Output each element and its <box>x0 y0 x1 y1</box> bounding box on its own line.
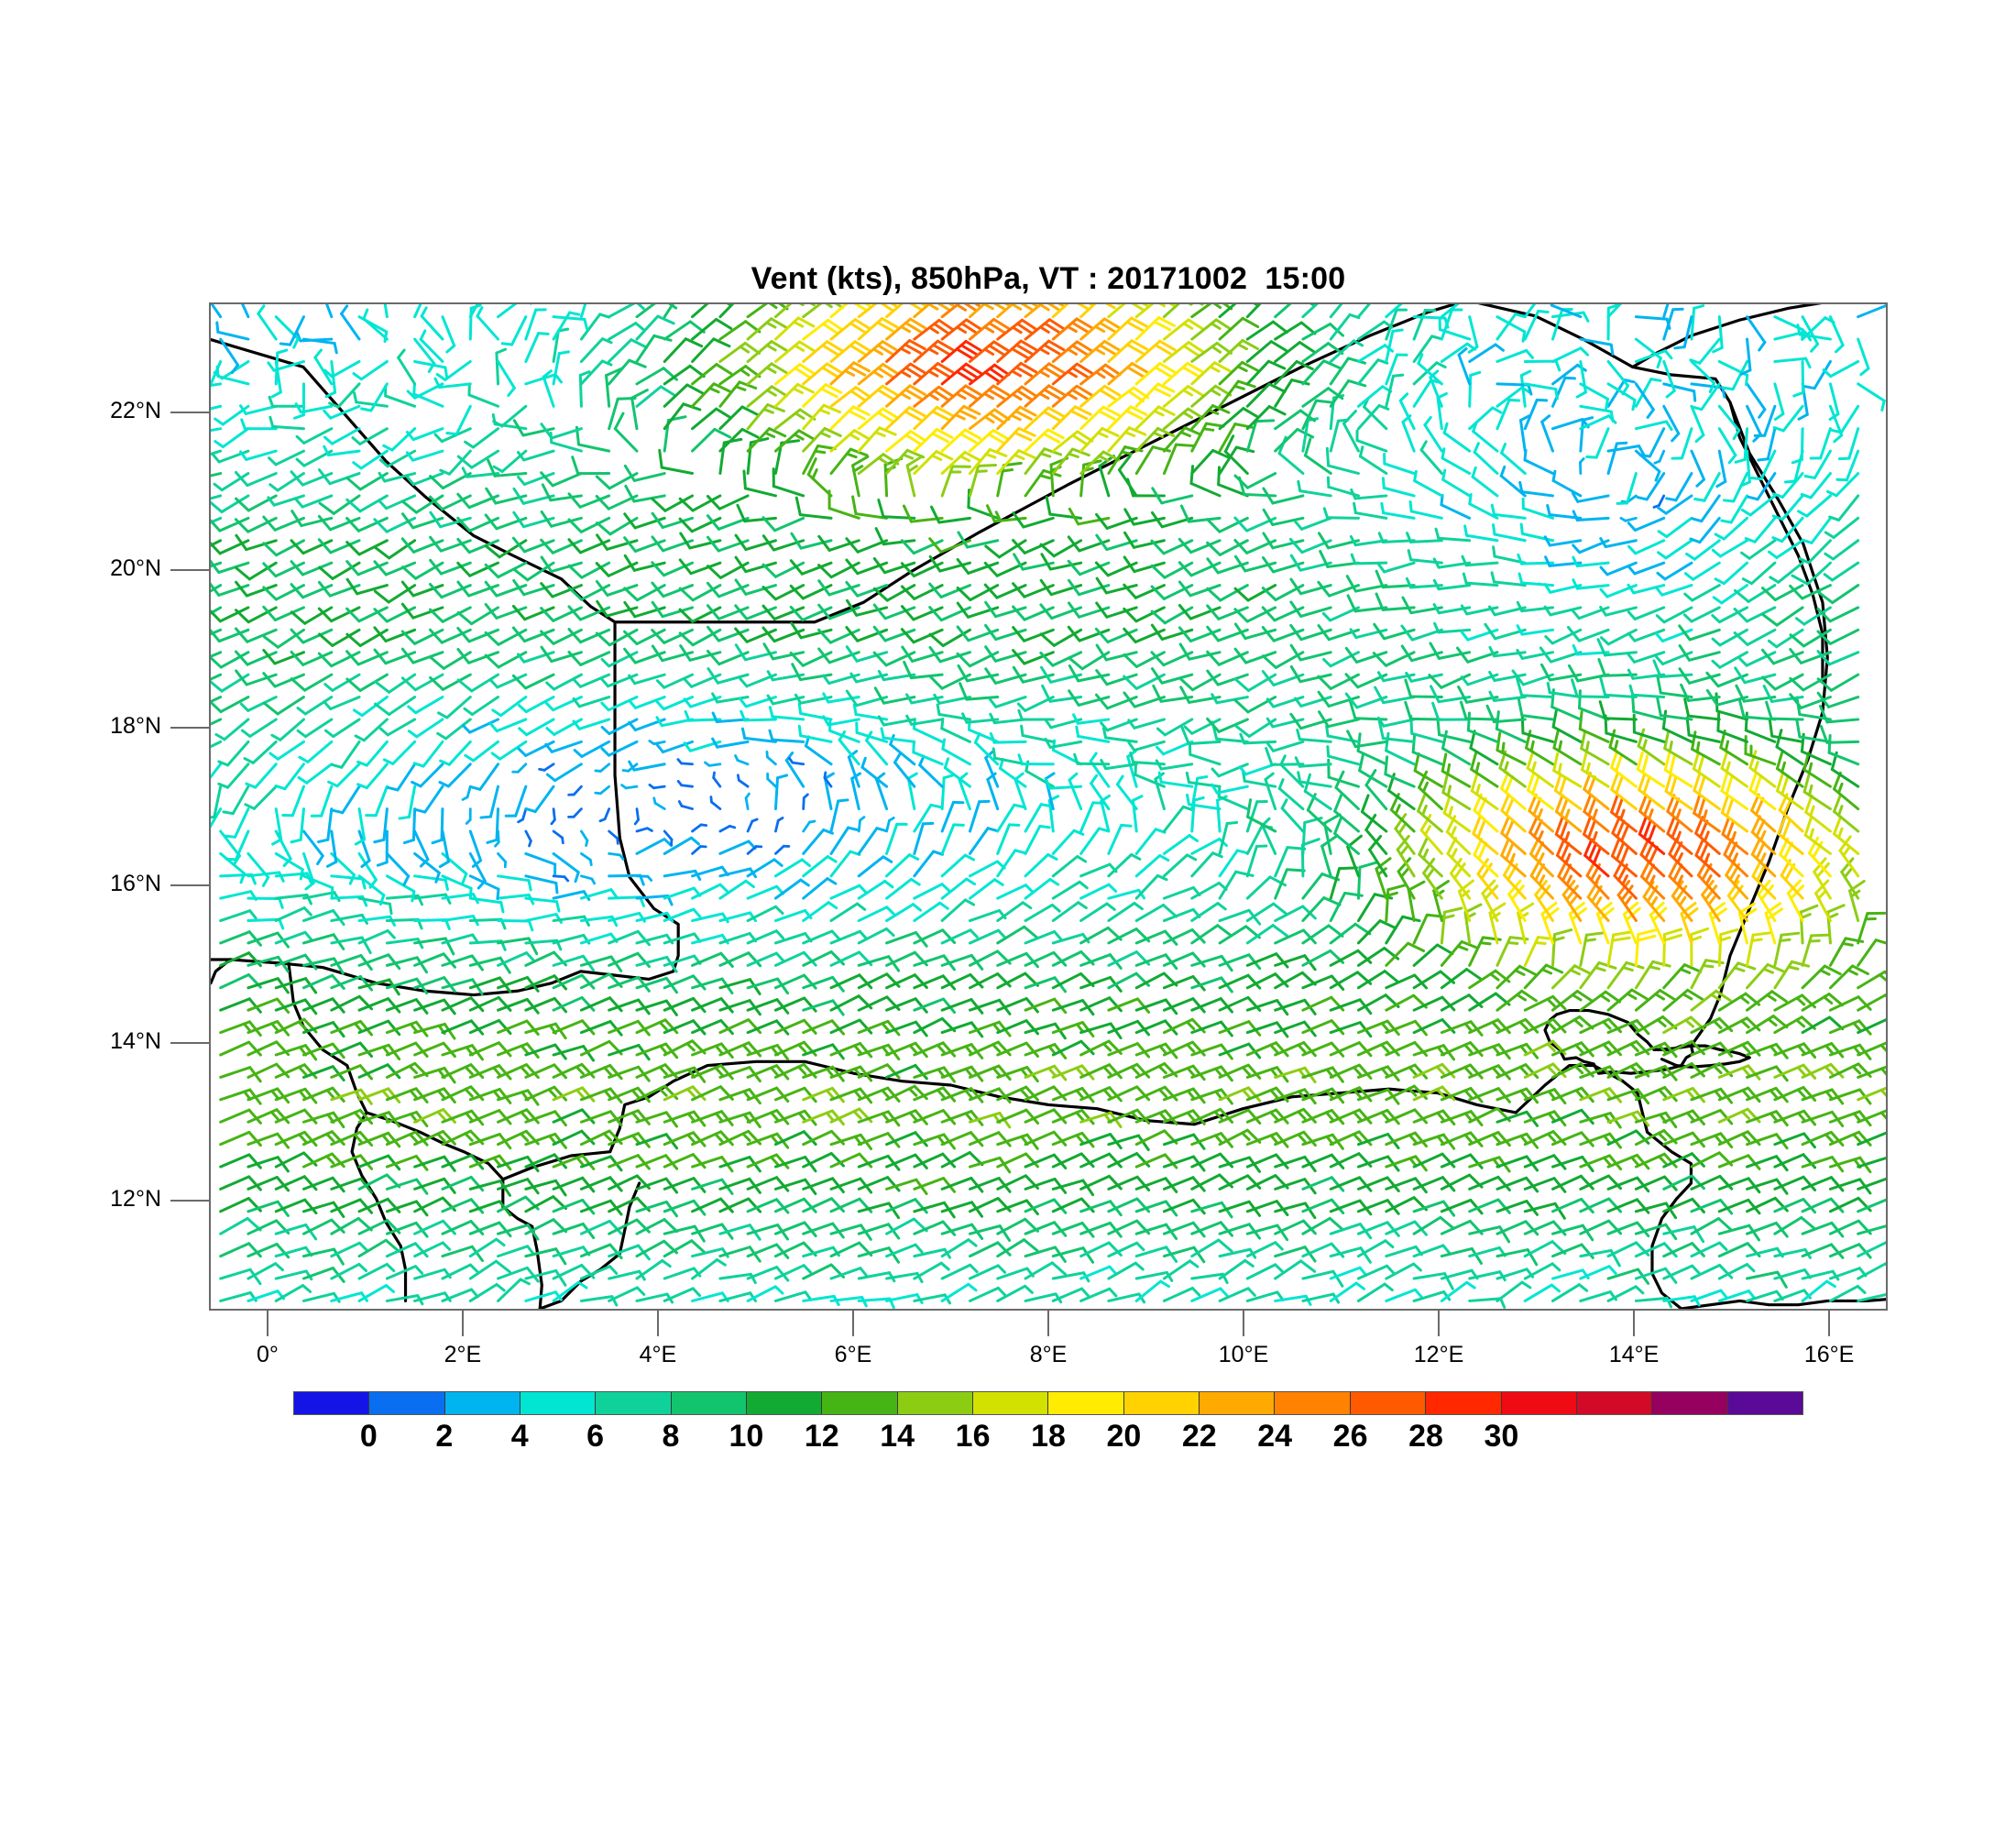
coastline-path <box>538 1181 641 1309</box>
colorbar-tick-label: 2 <box>435 1419 454 1454</box>
coastline-path <box>211 304 1460 624</box>
lon-tick-label: 6°E <box>834 1342 872 1367</box>
lon-tick-label: 4°E <box>639 1342 677 1367</box>
colorbar-tick-label: 12 <box>804 1419 839 1454</box>
colorbar-segment <box>973 1392 1049 1414</box>
lat-tick-label: 16°N <box>110 870 161 896</box>
lat-tick-mark <box>170 412 209 414</box>
colorbar-tick-label: 24 <box>1257 1419 1293 1454</box>
lon-tick-mark <box>1438 1311 1441 1336</box>
colorbar-segment <box>294 1392 370 1414</box>
colorbar-segment <box>1048 1392 1124 1414</box>
colorbar-tick-label: 10 <box>729 1419 764 1454</box>
colorbar-tick-label: 28 <box>1408 1419 1443 1454</box>
lat-tick-label: 18°N <box>110 713 161 740</box>
lon-tick-label: 2°E <box>444 1342 482 1367</box>
coastline-path <box>1689 710 1824 1048</box>
colorbar-tick-label: 26 <box>1332 1419 1368 1454</box>
colorbar-segment <box>369 1392 445 1414</box>
colorbar-segment <box>1123 1392 1200 1414</box>
coastline-path <box>1543 1008 1695 1075</box>
lon-tick-mark <box>1047 1311 1049 1336</box>
colorbar-tick-label: 22 <box>1181 1419 1217 1454</box>
lon-tick-label: 12°E <box>1413 1342 1464 1367</box>
colorbar-segment <box>671 1392 748 1414</box>
lon-tick-mark <box>1633 1311 1636 1336</box>
map-canvas <box>211 304 1886 1309</box>
lat-tick-label: 14°N <box>110 1027 161 1054</box>
wind-barb-layer <box>211 304 1886 1309</box>
lat-tick-mark <box>170 727 209 730</box>
colorbar-tick-label: 16 <box>955 1419 991 1454</box>
colorbar-tick-label: 20 <box>1106 1419 1142 1454</box>
colorbar-segment <box>520 1392 597 1414</box>
colorbar-tick-label: 8 <box>662 1419 680 1454</box>
lat-tick-label: 20°N <box>110 555 161 582</box>
colorbar-segment <box>444 1392 521 1414</box>
lat-tick-label: 12°N <box>110 1185 161 1212</box>
coastline-path <box>1680 1298 1886 1309</box>
colorbar-tick-labels: 0 2 4 6 8 10 12 14 16 18 20 22 24 26 28 30 <box>0 1419 2016 1474</box>
colorbar-segment <box>1200 1392 1276 1414</box>
colorbar-segment <box>1350 1392 1427 1414</box>
page-title: Vent (kts), 850hPa, VT : 20171002 15:00 <box>751 261 1346 296</box>
lat-tick-mark <box>170 569 209 572</box>
lat-tick-mark <box>170 1199 209 1202</box>
colorbar-segment <box>897 1392 974 1414</box>
lon-tick-label: 0° <box>256 1342 279 1367</box>
lat-tick-mark <box>170 1041 209 1044</box>
colorbar-segment <box>1275 1392 1351 1414</box>
lon-tick-label: 16°E <box>1803 1342 1855 1367</box>
lat-tick-label: 22°N <box>110 398 161 424</box>
colorbar-tick-label: 0 <box>359 1419 378 1454</box>
colorbar-tick-label: 30 <box>1484 1419 1519 1454</box>
lon-tick-mark <box>851 1311 854 1336</box>
wind-speed-colorbar <box>293 1391 1803 1415</box>
lon-tick-mark <box>1828 1311 1831 1336</box>
lon-tick-mark <box>1243 1311 1245 1336</box>
coastline-path <box>1592 1063 1693 1309</box>
lon-tick-mark <box>656 1311 659 1336</box>
map-plot-area <box>209 302 1888 1311</box>
lon-tick-label: 10°E <box>1218 1342 1269 1367</box>
coastline-path <box>211 620 680 997</box>
colorbar-segment <box>1652 1392 1728 1414</box>
colorbar-segment <box>596 1392 672 1414</box>
colorbar-segment <box>822 1392 898 1414</box>
lat-tick-mark <box>170 884 209 886</box>
colorbar-tick-label: 14 <box>880 1419 915 1454</box>
colorbar-segment <box>1426 1392 1502 1414</box>
colorbar-segment <box>747 1392 823 1414</box>
colorbar-tick-label: 18 <box>1031 1419 1066 1454</box>
colorbar-tick-label: 6 <box>586 1419 605 1454</box>
colorbar-segment <box>1576 1392 1653 1414</box>
colorbar-segment <box>1501 1392 1577 1414</box>
colorbar-segment <box>1727 1392 1802 1414</box>
lon-tick-label: 8°E <box>1029 1342 1068 1367</box>
lon-tick-label: 14°E <box>1608 1342 1660 1367</box>
lon-tick-mark <box>266 1311 268 1336</box>
colorbar-tick-label: 4 <box>510 1419 529 1454</box>
lon-tick-mark <box>461 1311 464 1336</box>
